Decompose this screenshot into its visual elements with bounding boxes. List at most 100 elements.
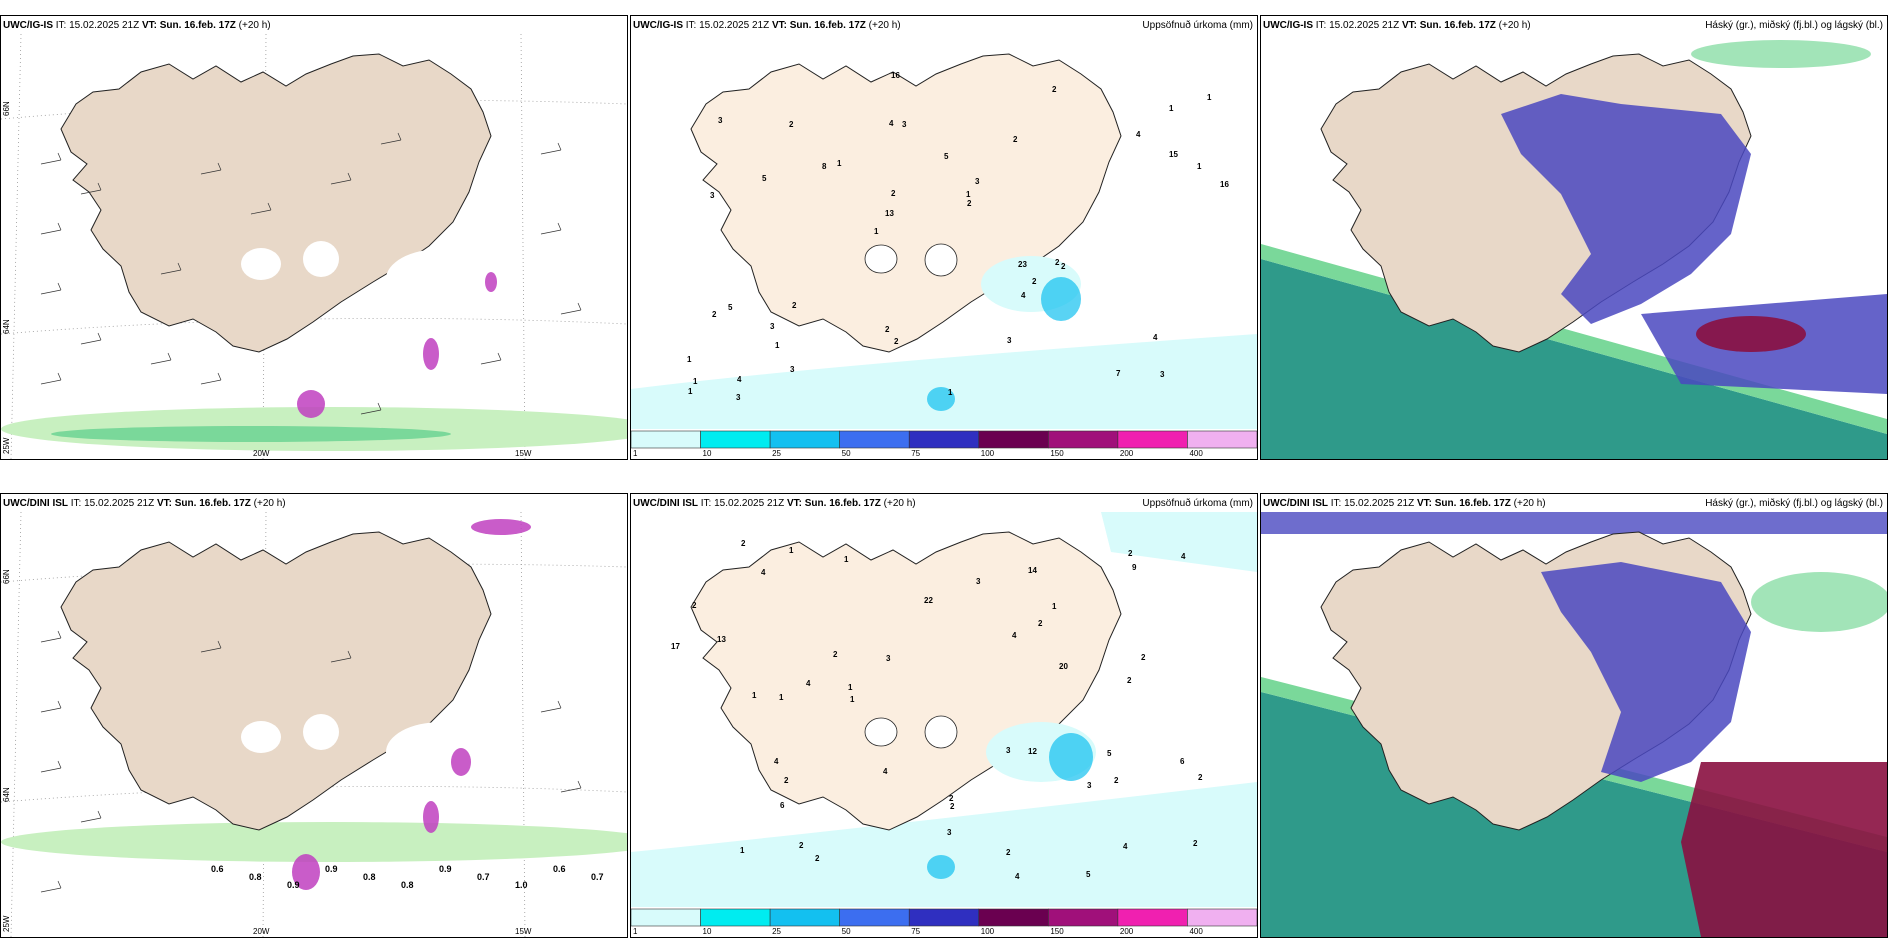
precip-value: 2 <box>894 337 899 346</box>
wind-value: 0.9 <box>287 880 300 890</box>
precip-value: 1 <box>874 227 879 236</box>
legend-swatch <box>839 430 910 449</box>
legend-label: 100 <box>980 927 995 936</box>
precip-value: 1 <box>848 683 853 692</box>
legend-swatch <box>1187 908 1257 927</box>
precip-value: 13 <box>717 635 726 644</box>
cloud-green <box>1691 40 1871 68</box>
legend-label: 10 <box>702 927 712 936</box>
legend-swatch <box>1187 430 1257 449</box>
precip-value: 2 <box>692 601 697 610</box>
precip-value: 5 <box>762 174 767 183</box>
panel-cloud-bottom: UWC/DINI ISL IT: 15.02.2025 21Z VT: Sun.… <box>1260 493 1888 938</box>
panel-subtitle: Háský (gr.), miðský (fj.bl.) og lágský (… <box>1705 20 1883 31</box>
precip-value: 3 <box>790 365 795 374</box>
precip-value: 1 <box>844 555 849 564</box>
legend-swatch <box>700 908 771 927</box>
wind-value: 0.9 <box>325 864 338 874</box>
glacier-vatnajokull <box>386 249 496 309</box>
precip-value: 2 <box>1114 776 1119 785</box>
glacier-vatnajokull <box>386 722 496 782</box>
precip-blob <box>292 854 320 890</box>
iceland-land <box>690 531 1122 831</box>
precip-values: 3311244551113323161623151322222742185431… <box>687 71 1229 402</box>
legend-label: 400 <box>1189 449 1203 458</box>
panel-title: UWC/DINI ISL IT: 15.02.2025 21Z VT: Sun.… <box>3 498 286 509</box>
precip-value: 2 <box>949 794 954 803</box>
precip-value: 1 <box>837 159 842 168</box>
precip-value: 2 <box>1127 676 1132 685</box>
legend-label: 200 <box>1119 449 1134 458</box>
legend-label: 50 <box>841 927 851 936</box>
precip-value: 16 <box>1220 180 1229 189</box>
wind-map: 0.6 0.8 0.9 0.9 0.8 0.8 0.9 0.7 1.0 0.6 0.7 66N 64… <box>1 512 627 937</box>
glacier <box>303 714 339 750</box>
precip-value: 4 <box>1123 842 1128 851</box>
precip-value: 2 <box>799 841 804 850</box>
panel-title: UWC/DINI ISL IT: 15.02.2025 21Z VT: Sun.… <box>1263 498 1546 509</box>
precip-value: 4 <box>1012 631 1017 640</box>
precip-value: 6 <box>780 801 785 810</box>
panel-title: UWC/IG-IS IT: 15.02.2025 21Z VT: Sun. 16… <box>3 20 271 31</box>
lon-label: 25W <box>2 437 11 454</box>
precip-value: 4 <box>774 757 779 766</box>
precip-value: 2 <box>1198 773 1203 782</box>
precip-value: 4 <box>1153 333 1158 342</box>
precip-value: 1 <box>693 377 698 386</box>
lat-label: 66N <box>2 569 11 584</box>
wind-map: 66N 64N 25W 20W 15W <box>1 34 627 459</box>
high-cloud <box>1696 316 1806 352</box>
legend-label: 10 <box>702 449 712 458</box>
wind-value: 0.8 <box>363 872 376 882</box>
precip-value: 3 <box>1006 746 1011 755</box>
legend-swatch <box>978 908 1049 927</box>
precip-value: 1 <box>775 341 780 350</box>
precip-value: 2 <box>1013 135 1018 144</box>
precip-value: 5 <box>728 303 733 312</box>
precip-value: 2 <box>833 650 838 659</box>
legend-label: 1 <box>633 927 638 936</box>
wind-value: 1.0 <box>515 880 528 890</box>
precip-value: 4 <box>889 119 894 128</box>
precip-area <box>1049 733 1093 781</box>
wind-value: 0.8 <box>401 880 414 890</box>
glacier <box>864 717 898 747</box>
glacier <box>241 721 281 753</box>
precip-value: 2 <box>1193 839 1198 848</box>
precip-value: 4 <box>761 568 766 577</box>
legend-label: 200 <box>1119 927 1134 936</box>
legend-label: 25 <box>772 927 782 936</box>
precip-value: 3 <box>1087 781 1092 790</box>
legend-label: 50 <box>841 449 851 458</box>
precip-value: 2 <box>1038 619 1043 628</box>
panel-precip-bottom: UWC/DINI ISL IT: 15.02.2025 21Z VT: Sun.… <box>630 493 1258 938</box>
precip-value: 2 <box>1052 85 1057 94</box>
legend-swatch <box>631 430 701 449</box>
precip-value: 3 <box>886 654 891 663</box>
precip-blob <box>485 272 497 292</box>
lon-label: 15W <box>515 449 532 458</box>
precip-value: 1 <box>687 355 692 364</box>
precip-value: 2 <box>1141 653 1146 662</box>
wind-value: 0.6 <box>553 864 566 874</box>
precip-area <box>927 855 955 879</box>
precip-value: 6 <box>1180 757 1185 766</box>
precip-value: 12 <box>1028 747 1037 756</box>
lat-label: 64N <box>2 787 11 802</box>
mid-cloud <box>1261 512 1887 534</box>
precip-legend <box>631 908 1257 927</box>
precip-value: 5 <box>1086 870 1091 879</box>
legend-swatch <box>908 430 980 449</box>
precip-value: 2 <box>741 539 746 548</box>
precip-value: 2 <box>1061 262 1066 271</box>
wind-value: 0.8 <box>249 872 262 882</box>
precip-value: 2 <box>1128 549 1133 558</box>
cloud-map <box>1261 34 1887 459</box>
precip-value: 2 <box>1006 848 1011 857</box>
lon-label: 25W <box>2 915 11 932</box>
precip-legend-labels: 1 10 25 50 75 100 150 200 400 <box>631 927 1257 937</box>
precip-value: 1 <box>948 388 953 397</box>
precip-value: 16 <box>891 71 900 80</box>
precip-legend-labels: 1 10 25 50 75 100 150 200 400 <box>631 449 1257 459</box>
precip-value: 2 <box>885 325 890 334</box>
